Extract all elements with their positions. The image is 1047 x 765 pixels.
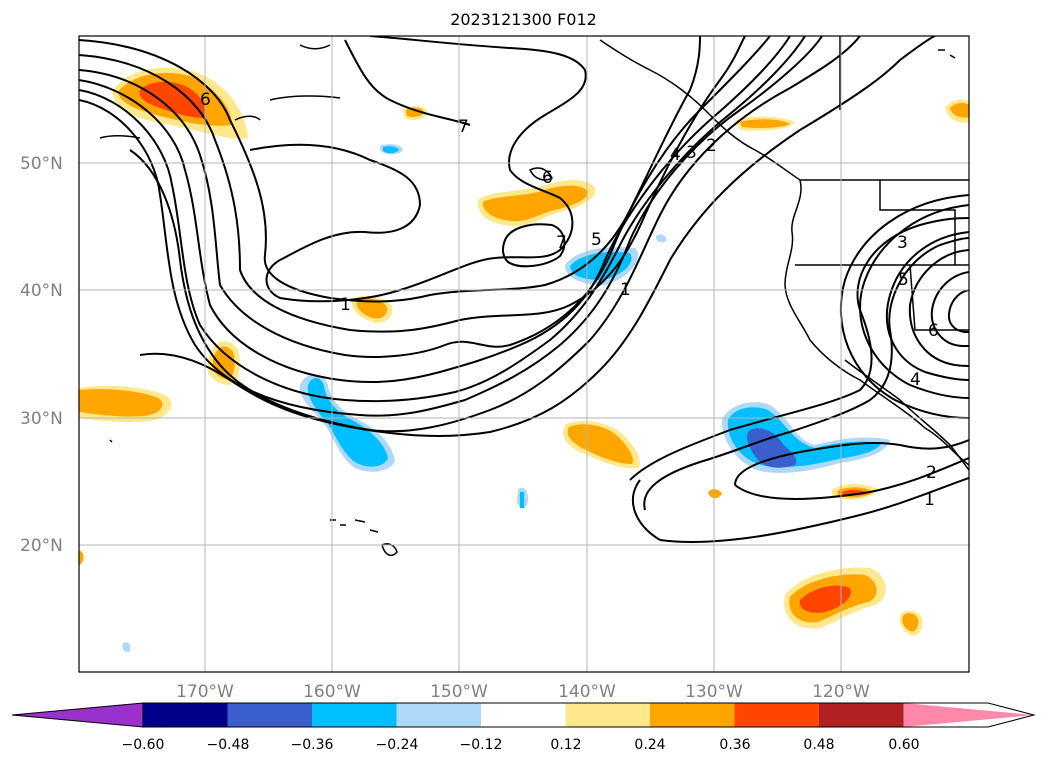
colorbar-ticks: −0.60 −0.48 −0.36 −0.24 −0.12 0.12 0.24 … <box>122 737 920 753</box>
contour-label: 3 <box>897 233 908 253</box>
contour-label: 1 <box>340 295 351 315</box>
contour-label: 6 <box>928 321 939 341</box>
contour-label: 1 <box>924 490 935 510</box>
colorbar-tick-label: 0.48 <box>803 737 834 753</box>
colorbar-tick-label: −0.12 <box>460 737 503 753</box>
colorbar-tick-label: −0.60 <box>122 737 165 753</box>
colorbar-tick-label: 0.24 <box>634 737 665 753</box>
colorbar-segments <box>12 703 1034 727</box>
chart-title: 2023121300 F012 <box>450 10 597 29</box>
colorbar-tick-label: −0.36 <box>291 737 334 753</box>
lat-label-20n: 20°N <box>20 536 63 556</box>
lon-label-140w: 140°W <box>558 682 616 702</box>
lat-label-40n: 40°N <box>20 281 63 301</box>
colorbar-segment <box>481 703 566 727</box>
colorbar-segment <box>819 703 904 727</box>
lon-label-130w: 130°W <box>685 682 743 702</box>
colorbar: −0.60 −0.48 −0.36 −0.24 −0.12 0.12 0.24 … <box>11 702 1036 753</box>
colorbar-tick-label: 0.36 <box>719 737 750 753</box>
gridlines <box>79 36 969 672</box>
colorbar-tick-label: −0.24 <box>376 737 419 753</box>
contour-label: 2 <box>926 463 937 483</box>
coastlines <box>99 36 969 557</box>
contour-label: 6 <box>200 90 211 110</box>
contour-label: 7 <box>556 233 567 253</box>
map-frame <box>78 35 970 673</box>
colorbar-extend-left <box>12 703 143 727</box>
colorbar-segment <box>312 703 397 727</box>
colorbar-segment <box>396 703 482 727</box>
lat-label-50n: 50°N <box>20 154 63 174</box>
colorbar-outline <box>11 702 1036 728</box>
contour-label: 6 <box>542 168 553 188</box>
colorbar-tick-label: −0.48 <box>207 737 250 753</box>
colorbar-segment <box>650 703 735 727</box>
contour-label: 5 <box>898 270 909 290</box>
colorbar-segment <box>734 703 820 727</box>
colorbar-extend-right <box>903 703 1034 727</box>
contour-label: 1 <box>620 280 631 300</box>
lat-label-30n: 30°N <box>20 409 63 429</box>
lon-label-150w: 150°W <box>430 682 488 702</box>
colorbar-tick-label: 0.12 <box>550 737 581 753</box>
colorbar-segment <box>143 703 228 727</box>
contour-label: 2 <box>706 136 717 156</box>
contour-label: 4 <box>910 370 921 390</box>
lon-label-170w: 170°W <box>176 682 234 702</box>
colorbar-tick-label: 0.60 <box>888 737 919 753</box>
lon-label-160w: 160°W <box>303 682 361 702</box>
colorbar-segment <box>565 703 651 727</box>
contour-label: 3 <box>686 143 697 163</box>
latitude-labels: 50°N 40°N 30°N 20°N <box>20 154 63 556</box>
lon-label-120w: 120°W <box>812 682 870 702</box>
colorbar-segment <box>227 703 313 727</box>
contour-label: 7 <box>458 117 469 137</box>
contour-label: 5 <box>591 230 602 250</box>
longitude-labels: 170°W 160°W 150°W 140°W 130°W 120°W <box>176 682 870 702</box>
contour-label-group: 6 7 6 7 5 1 4 3 2 1 3 5 6 4 2 1 <box>200 90 939 510</box>
contour-label: 4 <box>670 145 681 165</box>
shaded-anomalies <box>79 67 969 653</box>
